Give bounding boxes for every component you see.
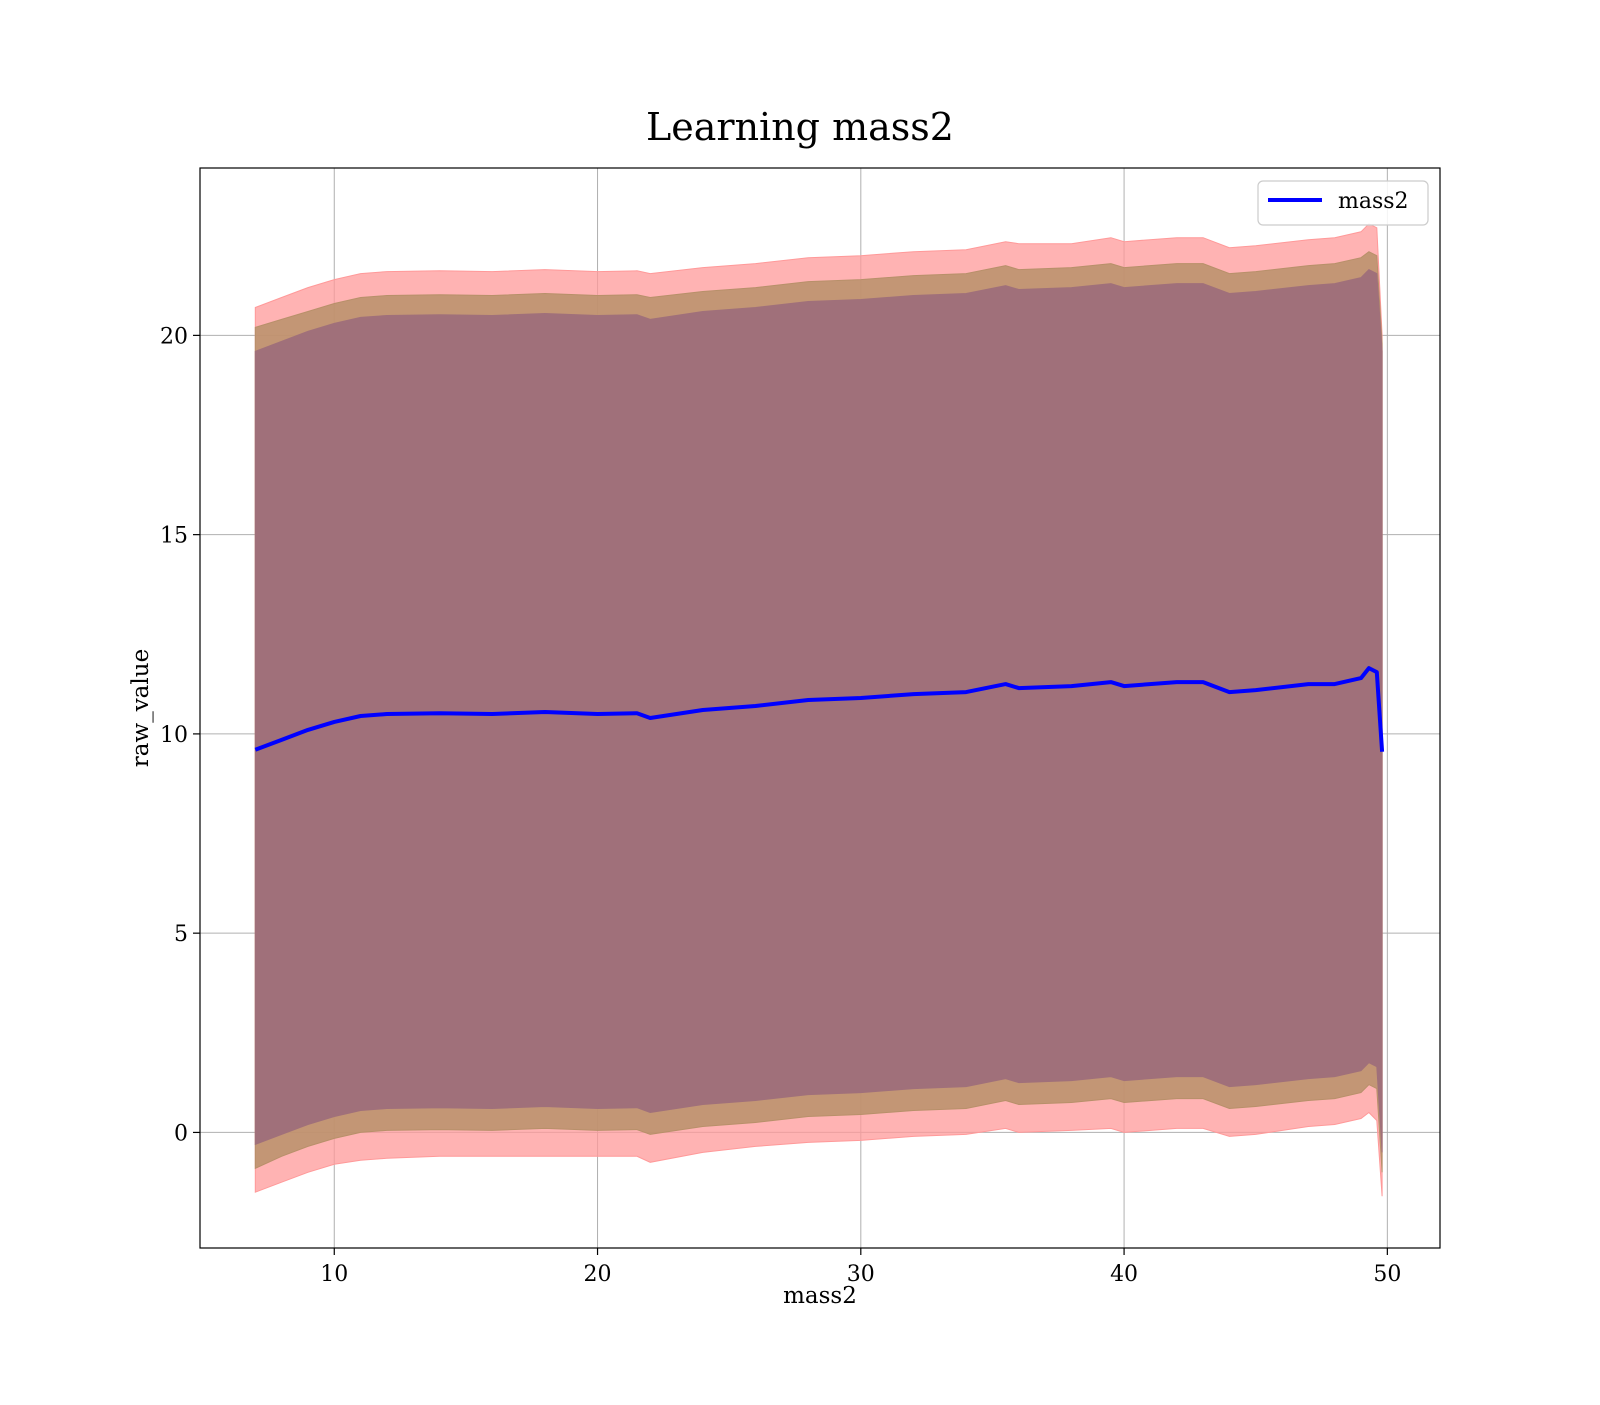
series-lines <box>254 666 1385 752</box>
y-tick-label: 15 <box>160 524 188 549</box>
x-tick-label: 20 <box>584 1262 612 1287</box>
x-tick-label: 50 <box>1373 1262 1401 1287</box>
y-tick-label: 5 <box>174 922 188 947</box>
legend-box <box>1257 180 1429 226</box>
y-tick-label: 20 <box>160 324 188 349</box>
confidence-bands <box>254 223 1383 1197</box>
x-axis-label: mass2 <box>783 1283 857 1309</box>
inner-band <box>254 268 1383 1153</box>
legend-label-mass2: mass2 <box>1338 189 1409 214</box>
plot-area-frame <box>199 167 1441 1249</box>
x-tick-label: 10 <box>320 1262 348 1287</box>
chart-title: Learning mass2 <box>646 105 954 149</box>
legend: mass2 <box>1257 180 1429 226</box>
axis-ticks: 10 20 30 40 50 0 5 10 15 20 <box>160 324 1401 1287</box>
x-tick-label: 40 <box>1110 1262 1138 1287</box>
series-line-mass2 <box>254 666 1385 752</box>
y-tick-label: 0 <box>174 1121 188 1146</box>
y-axis-label: raw_value <box>128 649 154 767</box>
y-tick-label: 10 <box>160 723 188 748</box>
x-tick-label: 30 <box>847 1262 875 1287</box>
